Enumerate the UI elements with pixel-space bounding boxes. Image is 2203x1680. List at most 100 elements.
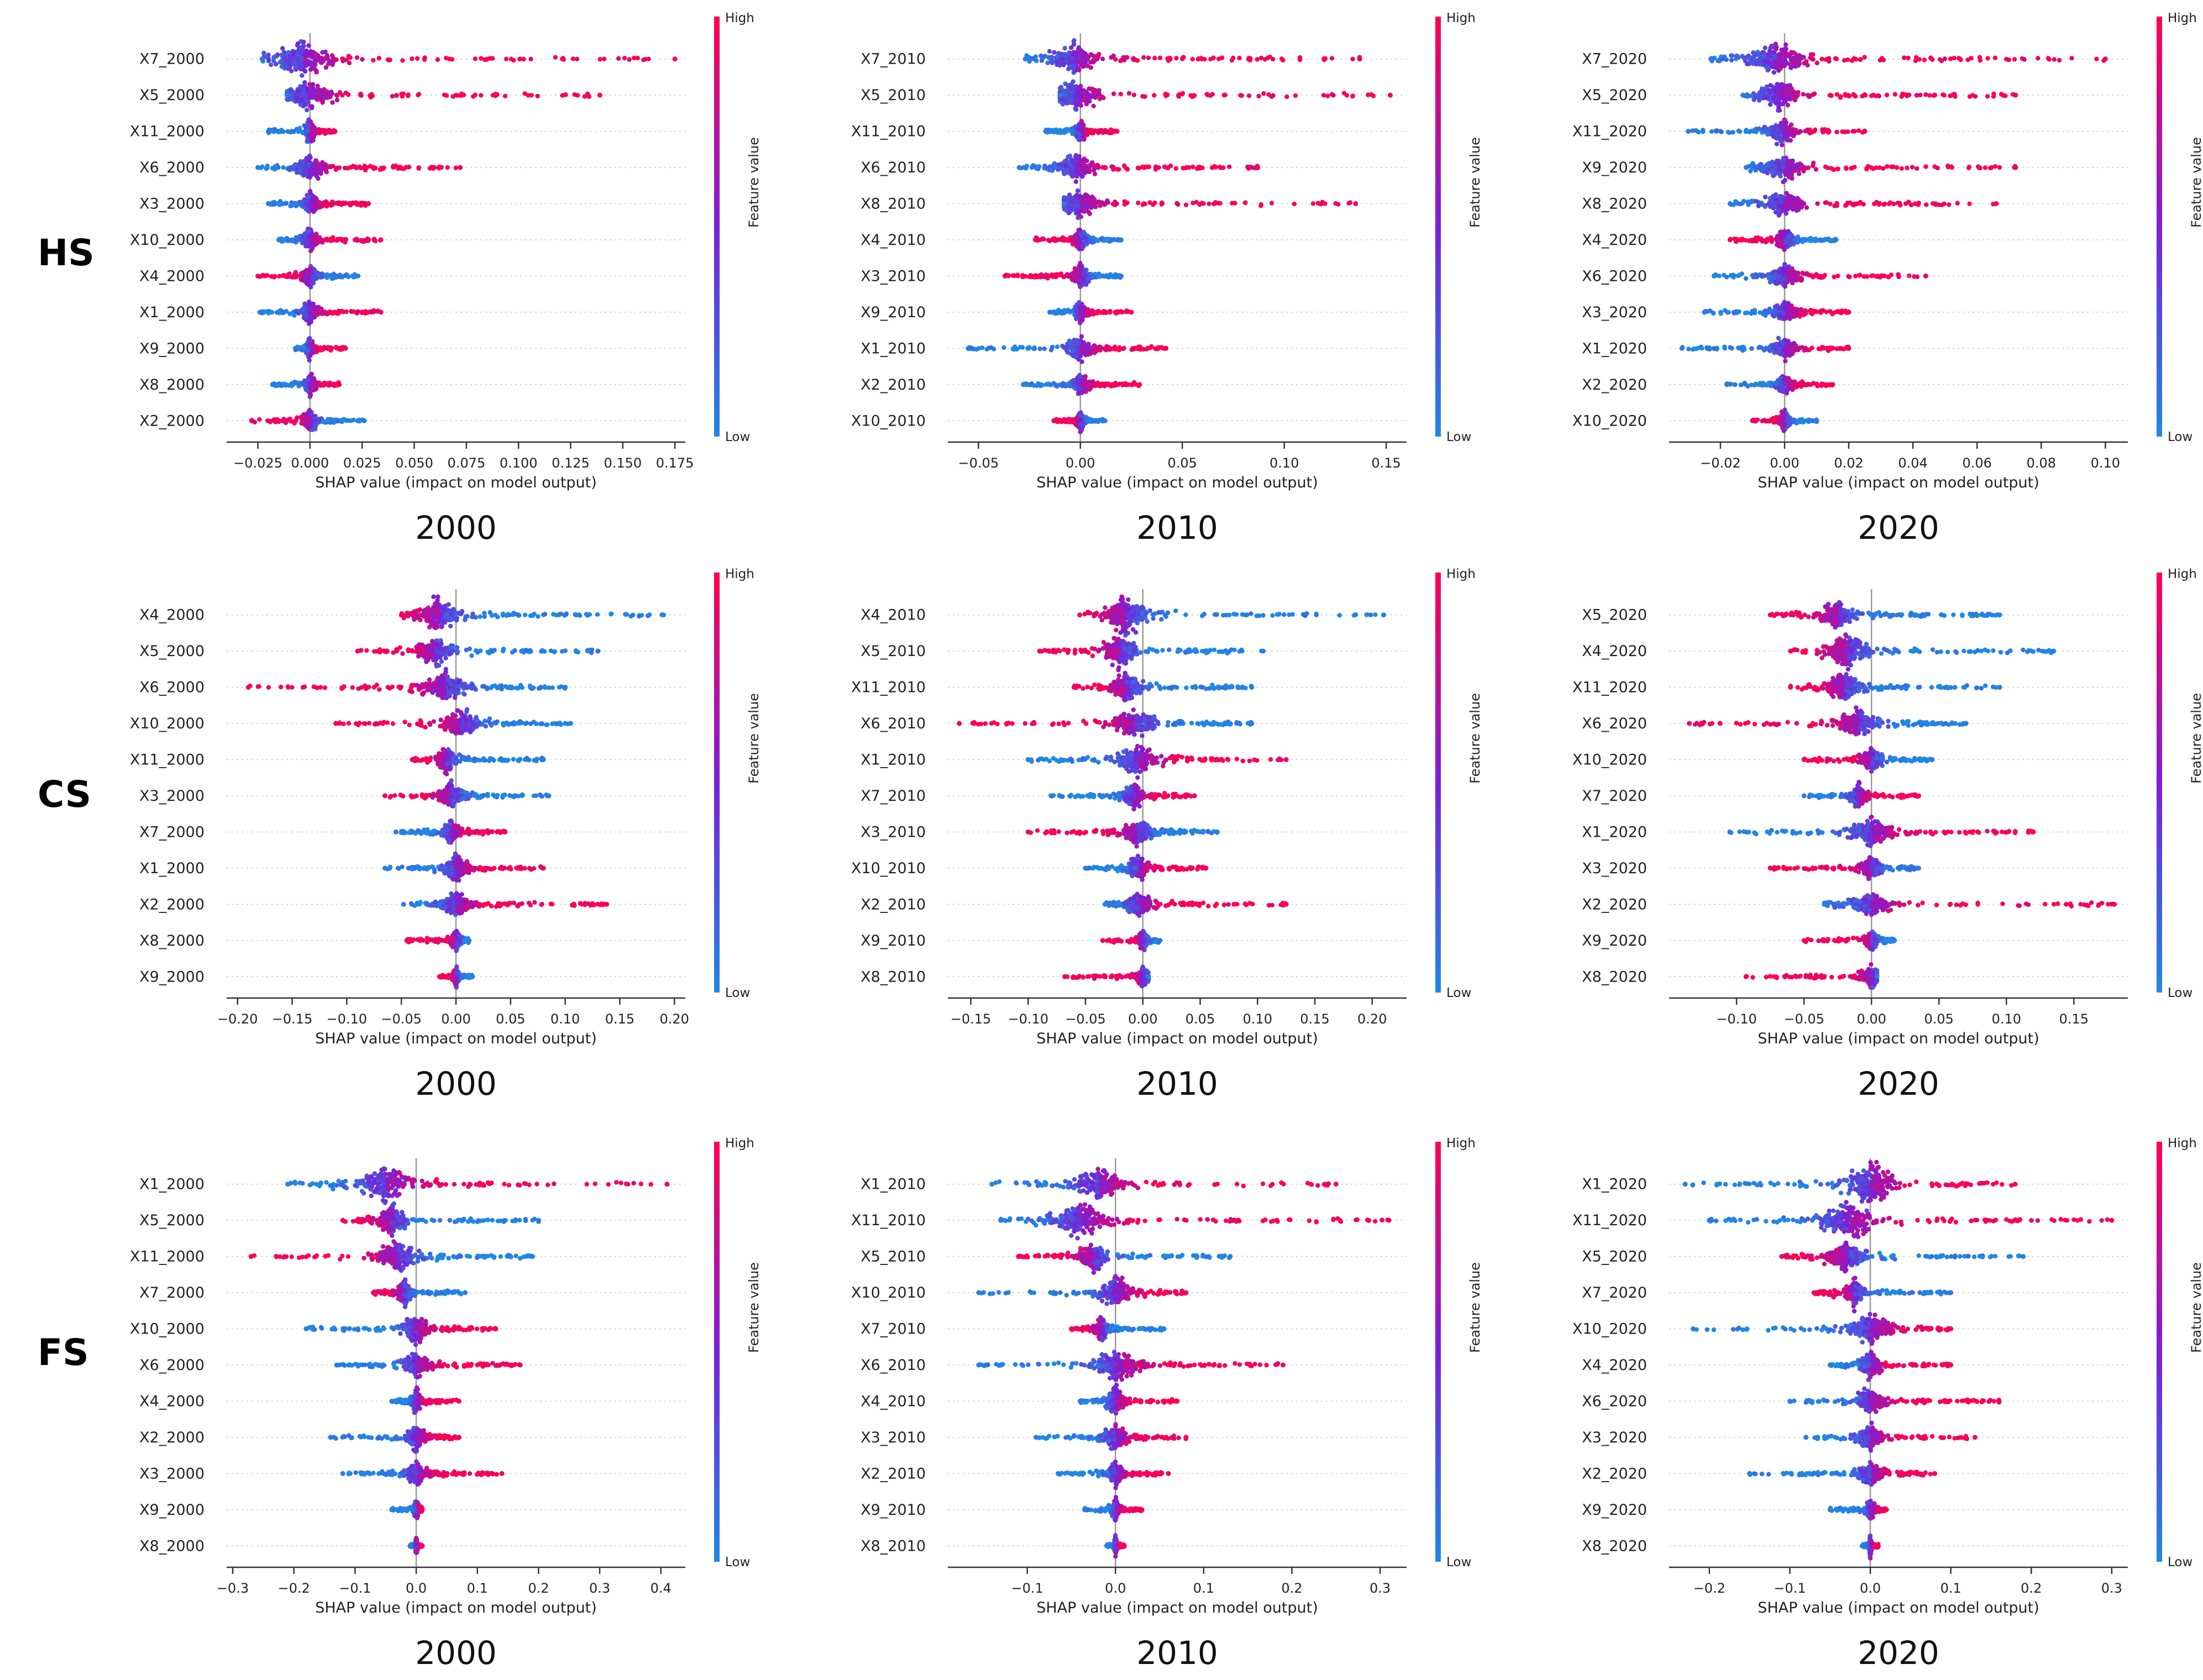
shap-point [307,336,312,340]
shap-point [1069,45,1073,50]
shap-point [400,58,405,62]
shap-point [299,56,303,60]
shap-point [308,316,312,320]
shap-point [343,417,347,422]
shap-point [311,138,316,142]
shap-point [404,165,408,169]
x-tick-label: −0.025 [233,455,282,471]
x-tick-label: 0.175 [656,455,694,471]
shap-point [362,418,367,423]
shap-point [1152,93,1156,97]
x-tick-label: 0.150 [604,455,642,471]
shap-point [334,201,339,206]
feature-points [249,408,367,432]
shap-point [1081,203,1085,207]
shap-point [313,169,318,174]
shap-point [1031,163,1035,167]
shap-point [1047,56,1052,60]
shap-point [422,57,427,62]
shap-point [293,346,298,351]
shap-point [1071,50,1076,54]
shap-point [1051,163,1056,167]
feature-points [258,300,384,326]
shap-point [436,57,440,62]
shap-point [333,129,338,134]
shap-point [1052,50,1056,55]
shap-point [1166,166,1170,170]
shap-point [310,234,314,239]
x-tick-label: 0.075 [448,455,486,471]
shap-point [1072,70,1076,75]
shap-point [1165,92,1169,97]
feature-points [1033,228,1124,251]
shap-point [370,309,374,314]
shap-point [293,65,297,70]
shap-point [292,421,296,426]
shap-point [1095,56,1099,61]
shap-point [302,419,307,424]
shap-point [1255,165,1260,170]
shap-point [311,281,316,285]
shap-point [266,129,271,134]
shap-point [249,418,254,423]
shap-point [262,309,266,314]
shap-point [1153,167,1158,171]
shap-point [1063,46,1067,50]
shap-point [1050,129,1054,134]
shap-point [1131,57,1136,62]
feature-label: X7_2010 [861,51,926,68]
shap-point [348,418,353,423]
shap-point [1045,61,1050,65]
shap-point [1090,204,1094,209]
shap-point [355,418,360,423]
shap-point [285,383,289,387]
shap-point [302,68,306,72]
feature-points [270,372,342,400]
shap-point [1089,65,1093,70]
x-tick-label: 0.15 [1371,455,1401,471]
feature-points [1057,79,1393,112]
shap-point [1086,202,1090,207]
shap-point [303,232,307,237]
shap-point [1079,119,1084,123]
feature-label: X4_2010 [861,232,926,249]
shap-point [1247,93,1251,98]
shap-point [310,302,314,306]
shap-point [1109,164,1114,169]
shap-point [1268,55,1272,59]
shap-point [1093,172,1097,176]
shap-point [269,62,273,67]
shap-point [315,91,319,95]
shap-point [335,98,339,102]
shap-point [313,161,317,165]
shap-point [258,309,263,314]
shap-point [348,165,353,170]
shap-point [347,201,352,206]
x-tick-label: 0.05 [1168,455,1197,471]
shap-point [1084,90,1088,94]
shap-point [1279,56,1284,61]
shap-point [479,93,483,97]
shap-point [1103,166,1108,170]
shap-point [1078,95,1083,99]
shap-point [300,381,305,386]
shap-point [390,94,395,98]
shap-point [329,90,333,94]
colorbar-high-label: High [725,11,754,25]
shap-point [1197,56,1201,61]
shap-point [1132,93,1136,97]
shap-point [1174,166,1178,171]
shap-point [1057,93,1062,98]
shap-point [306,348,310,352]
shap-point [1111,202,1115,206]
shap-point [1111,92,1116,96]
shap-point [1095,129,1100,133]
shap-point [1062,201,1067,206]
row-label: FS [38,1331,89,1374]
shap-point [1213,201,1217,206]
shap-point [343,201,348,205]
shap-point [263,274,267,278]
shap-point [344,309,348,314]
feature-label: X5_2000 [139,87,204,104]
